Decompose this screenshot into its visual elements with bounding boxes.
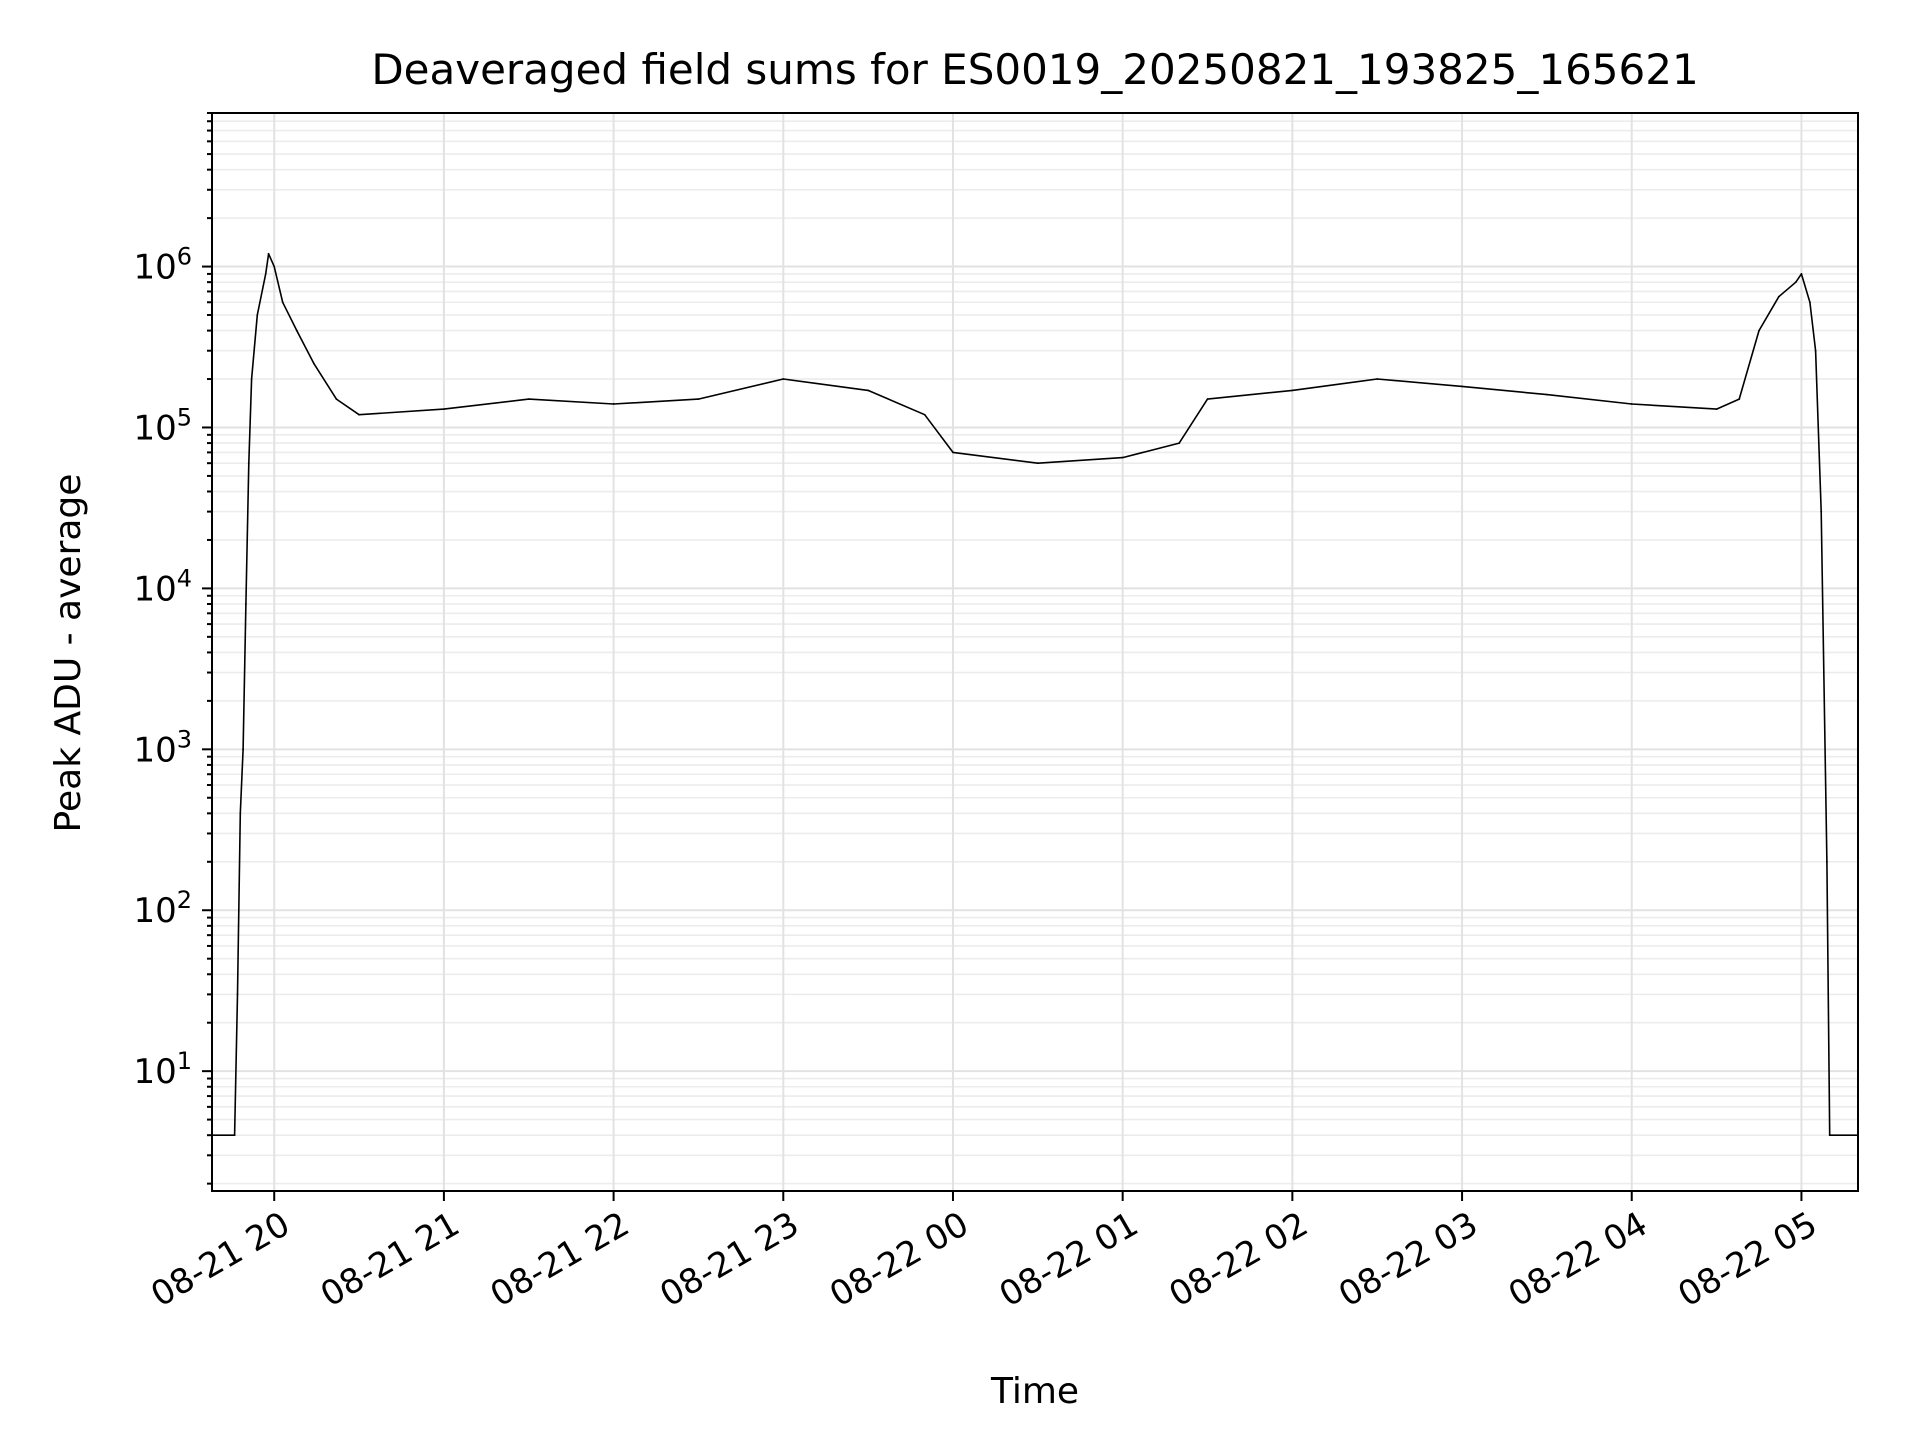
series-line: [212, 253, 1858, 1136]
data-point: [1461, 385, 1463, 388]
data-point: [527, 398, 530, 401]
data-point: [264, 273, 267, 275]
y-tick-label: 105: [133, 403, 192, 448]
data-point: [1206, 398, 1209, 401]
data-point: [335, 398, 338, 401]
data-point: [1809, 301, 1811, 304]
data-point: [1814, 349, 1817, 352]
y-tick-label: 103: [133, 725, 192, 770]
data-point: [1036, 462, 1039, 465]
y-axis-label: Peak ADU - average: [48, 474, 89, 833]
data-point: [1758, 329, 1760, 332]
data-point: [1738, 398, 1741, 401]
x-axis-label: Time: [990, 1371, 1079, 1412]
data-point: [267, 252, 270, 255]
data-point: [1546, 393, 1548, 396]
data-point: [952, 451, 954, 454]
data-point: [358, 413, 360, 416]
data-point: [1825, 860, 1828, 863]
data-point: [1828, 1134, 1831, 1137]
data-point: [236, 993, 239, 996]
y-tick-label: 106: [133, 243, 192, 288]
data-point: [697, 398, 700, 401]
data-point: [1777, 295, 1780, 298]
data-point: [1121, 456, 1124, 459]
data-point: [923, 413, 926, 416]
y-tick-label: 102: [133, 886, 192, 931]
data-point: [242, 748, 245, 751]
data-point: [1794, 281, 1797, 284]
plot-area: [211, 252, 1859, 1137]
data-point: [247, 462, 250, 465]
data-point: [1800, 273, 1803, 275]
data-point: [782, 378, 785, 380]
data-point: [233, 1134, 236, 1137]
data-point: [1291, 389, 1294, 392]
data-point: [295, 329, 298, 332]
data-point: [245, 603, 247, 605]
grid: [212, 112, 1858, 1191]
data-point: [273, 265, 276, 268]
data-point: [1715, 408, 1718, 411]
data-point: [612, 403, 615, 405]
data-point: [1630, 403, 1633, 405]
data-point: [312, 362, 315, 365]
data-point: [1820, 510, 1823, 513]
data-point: [443, 408, 445, 411]
data-point: [1376, 378, 1379, 380]
y-tick-label: 101: [133, 1047, 192, 1092]
data-point: [281, 301, 284, 304]
data-point: [867, 389, 870, 392]
data-point: [256, 314, 259, 316]
data-point: [1178, 442, 1181, 444]
data-point: [239, 812, 242, 815]
y-tick-label: 104: [133, 564, 192, 609]
data-point: [250, 378, 253, 380]
chart-title: Deaveraged field sums for ES0019_2025082…: [371, 45, 1698, 94]
